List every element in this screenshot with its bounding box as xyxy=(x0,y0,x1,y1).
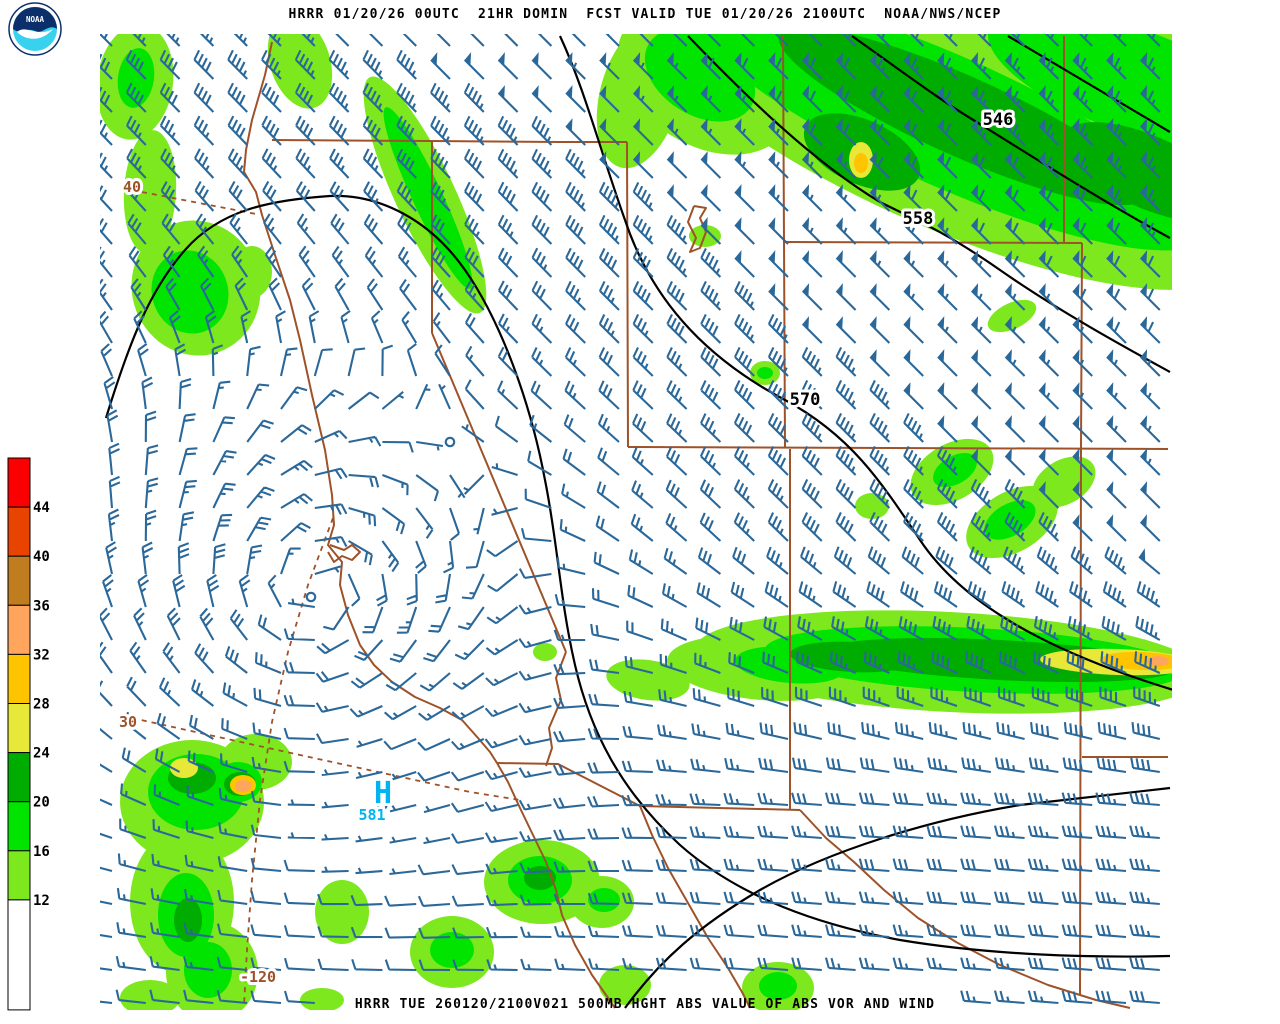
wind-barb-layer xyxy=(100,34,1161,1005)
vorticity-blob xyxy=(790,641,914,673)
geo-label: -120 xyxy=(240,968,276,986)
colorbar-segment xyxy=(7,457,31,508)
vorticity-blob xyxy=(854,153,868,173)
calm-wind-circle xyxy=(444,436,456,448)
footer-title: HRRR TUE 260120/2100V021 500MB HGHT ABS … xyxy=(354,997,936,1012)
vorticity-blob xyxy=(315,880,369,944)
colorbar-segment xyxy=(7,555,31,606)
vorticity-blob xyxy=(984,500,1036,540)
noaa-logo-text: NOAA xyxy=(26,15,45,24)
colorbar-label: 12 xyxy=(33,893,50,909)
state-border xyxy=(431,332,567,653)
state-border xyxy=(784,241,1083,244)
state-border xyxy=(627,446,1169,450)
vorticity-blob xyxy=(1062,122,1172,222)
state-border xyxy=(243,41,498,764)
colorbar-segment xyxy=(7,850,31,901)
colorbar-label: 28 xyxy=(33,697,50,713)
state-border xyxy=(687,205,707,253)
vorticity-blob xyxy=(588,888,620,912)
height-contour xyxy=(687,35,1171,373)
high-height-label: 581 xyxy=(358,806,385,824)
state-border xyxy=(496,762,801,811)
noaa-logo: NOAA xyxy=(8,2,62,56)
colorbar-label: 36 xyxy=(33,598,50,614)
high-pressure-marker: H xyxy=(374,776,392,811)
height-contour xyxy=(1007,35,1171,133)
height-contour xyxy=(624,786,1171,1009)
latlon-gridline xyxy=(243,517,334,1007)
height-contour xyxy=(851,35,1171,239)
vorticity-blob xyxy=(987,34,1172,151)
vorticity-blob xyxy=(778,34,1146,206)
colorbar-label: 16 xyxy=(33,844,50,860)
vorticity-blob xyxy=(599,965,651,1005)
vorticity-blob xyxy=(383,107,473,289)
colorbar: 44 40 36 32 28 24 20 16 12 xyxy=(7,457,50,1011)
vorticity-blob xyxy=(606,659,690,701)
state-border xyxy=(626,141,629,448)
geo-label: 30 xyxy=(119,713,137,731)
colorbar-segment xyxy=(7,752,31,803)
state-border xyxy=(327,544,361,563)
vorticity-blob xyxy=(533,643,557,661)
colorbar-segment xyxy=(7,604,31,655)
colorbar-segment xyxy=(7,506,31,557)
contour-label: 558 xyxy=(903,209,934,229)
top-title: HRRR 01/20/26 00UTC 21HR DOMIN FCST VALI… xyxy=(288,7,1002,22)
vorticity-blob xyxy=(759,972,797,1000)
colorbar-label: 20 xyxy=(33,795,50,811)
calm-wind-circle xyxy=(305,591,317,603)
noaa-bird-icon xyxy=(17,29,53,39)
geography-layer xyxy=(131,35,1169,1009)
vorticity-blob xyxy=(235,780,251,792)
vorticity-blob xyxy=(757,367,773,379)
colorbar-label: 32 xyxy=(33,647,50,663)
vorticity-blob xyxy=(987,299,1037,333)
vorticity-blob xyxy=(300,988,344,1010)
noaa-logo-upper xyxy=(13,7,57,32)
height-contour xyxy=(559,35,1172,691)
colorbar-segment xyxy=(7,899,31,1011)
contour-label: 570 xyxy=(790,390,821,410)
colorbar-segment xyxy=(7,653,31,704)
colorbar-segment xyxy=(7,703,31,754)
calm-wind-circle xyxy=(377,799,388,811)
latlon-gridline xyxy=(131,717,521,801)
state-border xyxy=(1079,242,1083,996)
state-border xyxy=(799,809,1131,1009)
wind-barbs xyxy=(100,34,1161,1005)
geo-label: 40 xyxy=(123,178,141,196)
contour-label: 546 xyxy=(983,110,1014,130)
colorbar-label: 40 xyxy=(33,549,50,565)
state-border xyxy=(639,805,751,1009)
colorbar-label: 44 xyxy=(33,500,50,516)
vorticity-blob xyxy=(1147,656,1169,666)
state-border xyxy=(782,35,786,448)
colorbar-label: 24 xyxy=(33,746,50,762)
vorticity-blob xyxy=(430,932,474,968)
state-border xyxy=(271,139,627,143)
vorticity-blob xyxy=(174,898,202,942)
colorbar-segment xyxy=(7,801,31,852)
